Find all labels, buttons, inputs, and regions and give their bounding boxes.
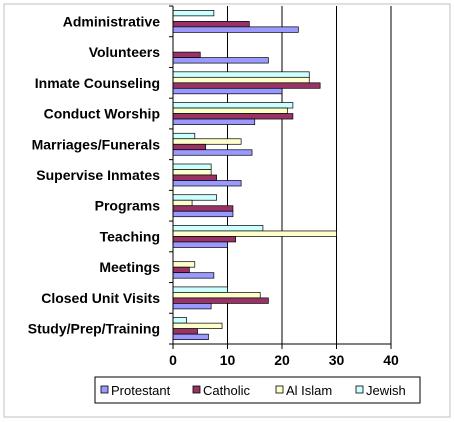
bar-protestant [172,118,256,125]
category-label: Administrative [63,13,160,29]
category-label: Marriages/Funerals [32,136,161,152]
bar-protestant [172,149,253,156]
x-tick-label: 20 [274,352,290,368]
bar-catholic [172,21,250,28]
x-tick-label: 10 [220,352,236,368]
bar-al-islam [172,261,196,268]
bar-catholic [172,113,294,120]
bar-catholic [172,174,217,181]
bar-protestant [172,333,209,340]
category-label: Programs [95,198,161,214]
bar-jewish [172,163,212,170]
bar-protestant [172,26,299,33]
bar-protestant [172,241,228,248]
bar-al-islam [172,76,310,84]
category-label: Inmate Counseling [35,75,160,91]
bar-al-islam [172,322,223,329]
bar-catholic [172,51,201,58]
bar-protestant [172,180,242,187]
legend: Protestant Catholic Al Islam Jewish [94,376,421,404]
bar-catholic [172,328,198,335]
bar-al-islam [172,107,288,114]
bar-protestant [172,87,283,95]
category-label: Conduct Worship [44,106,160,122]
bar-jewish [172,132,196,140]
category-label: Volunteers [89,44,161,60]
x-tick-label: 30 [329,352,345,368]
bar-al-islam [172,169,212,176]
bar-jewish [172,317,187,324]
gridlines [227,6,392,344]
category-label: Closed Unit Visits [41,290,160,306]
bar-jewish [172,10,215,17]
bar-catholic [172,82,321,89]
legend-box [94,376,421,404]
legend-swatch [275,385,284,394]
x-tick-label: 40 [383,352,399,368]
bar-jewish [172,225,264,232]
bar-protestant [172,57,269,64]
bar-al-islam [172,138,242,145]
bar-protestant [172,272,215,279]
bar-al-islam [172,199,193,207]
bar-protestant [172,303,212,310]
bar-protestant [172,210,234,218]
legend-swatch [192,385,201,394]
bar-al-islam [172,292,261,299]
bars [172,10,337,340]
bar-jewish [172,286,228,293]
category-label: Meetings [99,259,160,275]
x-axis: 0 10 20 30 40 [169,5,399,368]
legend-label: Al Islam [286,383,332,398]
category-label: Teaching [100,228,160,244]
category-label: Supervise Inmates [36,167,160,183]
bar-catholic [172,236,237,243]
x-tick-label: 0 [169,352,177,368]
bar-catholic [172,205,234,212]
bar-jewish [172,71,310,78]
category-label: Study/Prep/Training [28,321,160,337]
legend-swatch [355,385,364,394]
legend-label: Jewish [366,383,406,398]
legend-swatch [100,385,109,394]
bar-jewish [172,102,294,109]
bar-catholic [172,266,190,274]
category-labels: Administrative Volunteers Inmate Counselin… [28,13,160,336]
bar-catholic [172,143,207,151]
legend-label: Catholic [203,383,250,398]
bar-catholic [172,297,269,304]
bar-jewish [172,194,217,201]
bar-al-islam [172,230,337,237]
legend-label: Protestant [111,383,171,398]
